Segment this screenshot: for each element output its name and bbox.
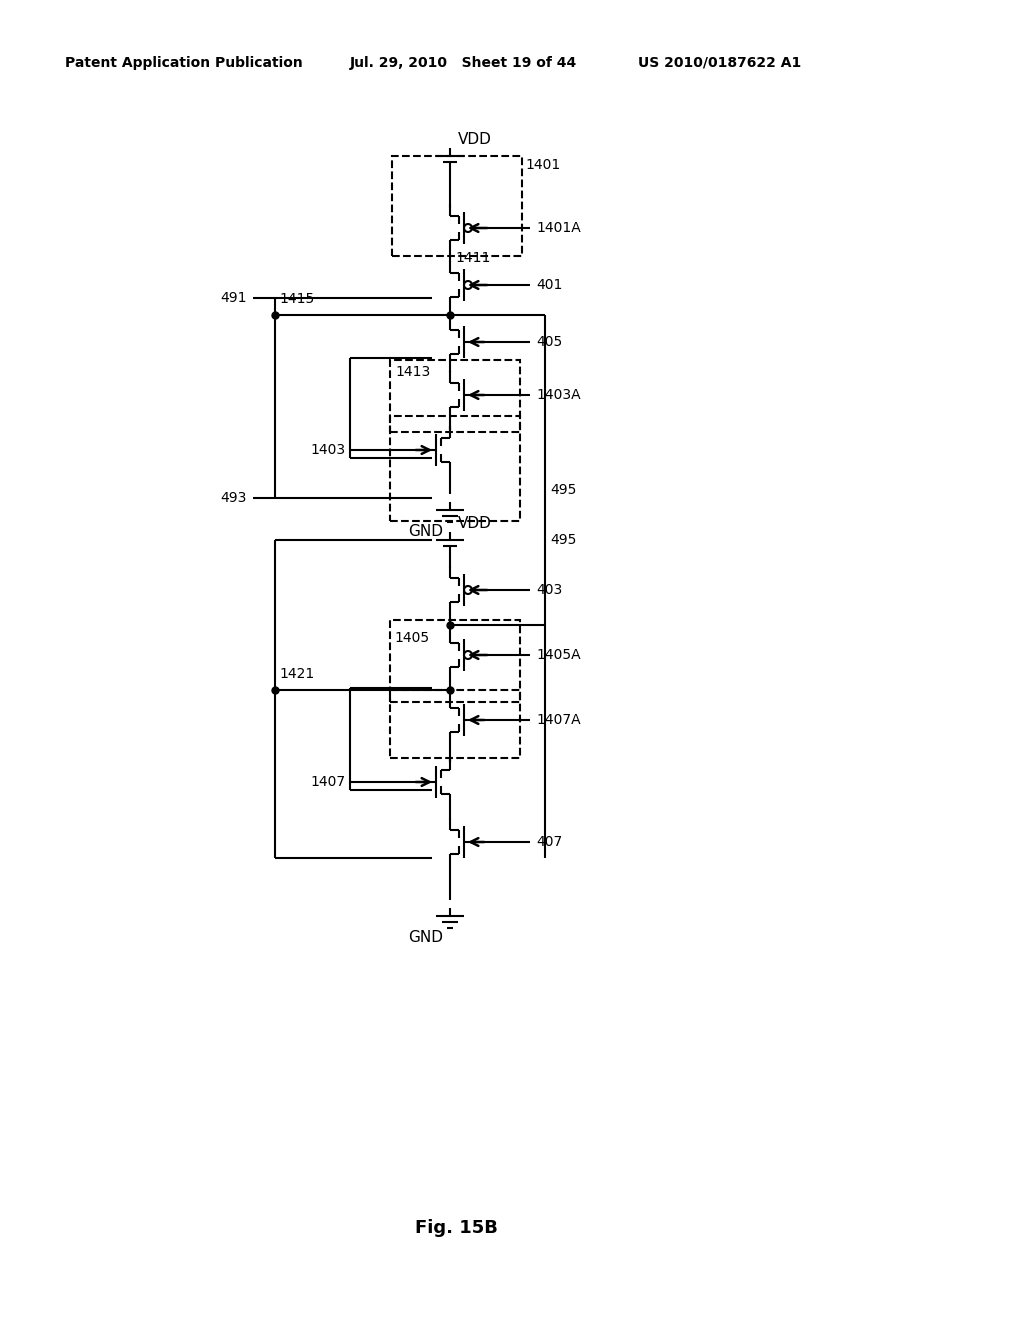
Text: 407: 407 bbox=[536, 836, 562, 849]
Text: 495: 495 bbox=[550, 533, 577, 546]
Text: 401: 401 bbox=[536, 279, 562, 292]
Bar bbox=[390, 690, 520, 758]
Text: US 2010/0187622 A1: US 2010/0187622 A1 bbox=[638, 55, 801, 70]
Text: 491: 491 bbox=[220, 290, 247, 305]
Text: 493: 493 bbox=[220, 491, 247, 506]
Text: 1405: 1405 bbox=[394, 631, 429, 645]
Text: 1407: 1407 bbox=[310, 775, 345, 789]
Text: GND: GND bbox=[408, 524, 443, 540]
Text: VDD: VDD bbox=[458, 132, 492, 148]
Text: 1403: 1403 bbox=[310, 444, 345, 457]
Text: 405: 405 bbox=[536, 335, 562, 348]
Text: Jul. 29, 2010   Sheet 19 of 44: Jul. 29, 2010 Sheet 19 of 44 bbox=[350, 55, 578, 70]
Text: 1413: 1413 bbox=[395, 366, 430, 379]
Text: 495: 495 bbox=[550, 483, 577, 498]
Text: 1415: 1415 bbox=[279, 292, 314, 306]
Text: VDD: VDD bbox=[458, 516, 492, 532]
Bar bbox=[392, 156, 522, 256]
Text: 1405A: 1405A bbox=[536, 648, 581, 663]
Text: 1407A: 1407A bbox=[536, 713, 581, 727]
Text: Patent Application Publication: Patent Application Publication bbox=[65, 55, 303, 70]
Text: GND: GND bbox=[408, 931, 443, 945]
Text: 403: 403 bbox=[536, 583, 562, 597]
Text: 1411: 1411 bbox=[455, 251, 490, 265]
Bar bbox=[390, 416, 520, 521]
Text: 1421: 1421 bbox=[279, 667, 314, 681]
Text: Fig. 15B: Fig. 15B bbox=[415, 1218, 498, 1237]
Text: 1401: 1401 bbox=[525, 158, 560, 172]
Bar bbox=[390, 620, 520, 702]
Bar bbox=[390, 360, 520, 432]
Text: 1401A: 1401A bbox=[536, 220, 581, 235]
Text: 1403A: 1403A bbox=[536, 388, 581, 403]
